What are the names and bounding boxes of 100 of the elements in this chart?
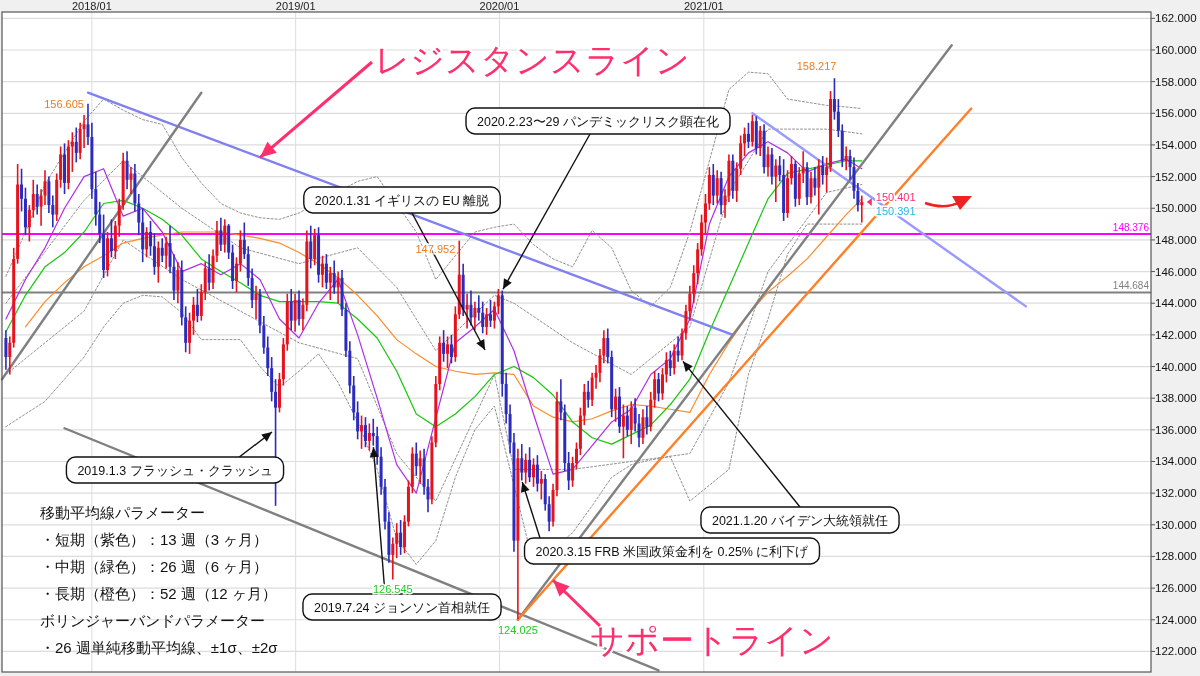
candlestick — [277, 372, 281, 414]
candlestick — [860, 194, 864, 224]
candlestick — [571, 455, 575, 488]
annotation: 2019.7.24 ジョンソン首相就任 — [313, 600, 491, 615]
candlestick — [489, 299, 493, 328]
candlestick — [492, 300, 496, 330]
candlestick — [614, 387, 618, 423]
candlestick — [188, 311, 192, 355]
candlestick — [207, 253, 211, 292]
candlestick — [770, 147, 774, 186]
candlestick — [715, 169, 719, 205]
candlestick — [449, 334, 453, 365]
candlestick — [192, 296, 195, 336]
y-tick-label: 134.000 — [1155, 455, 1197, 468]
annotation: 2020.2.23〜29 パンデミックリスク顕在化 — [477, 114, 719, 129]
x-tick-label: 2019/01 — [275, 0, 316, 12]
candlestick — [524, 452, 528, 485]
y-tick-label: 128.000 — [1155, 550, 1197, 563]
candlestick — [832, 77, 836, 121]
candlestick — [4, 329, 8, 371]
candlestick — [82, 114, 86, 149]
y-tick-label: 150.000 — [1155, 202, 1197, 215]
candlestick — [399, 519, 403, 556]
y-tick-label: 162.000 — [1155, 12, 1197, 25]
candlestick — [309, 224, 313, 270]
candlestick — [528, 446, 532, 483]
annotation: ・中期（緑色）：26 週（6 ヶ月） — [40, 558, 269, 575]
y-tick-label: 152.000 — [1155, 170, 1197, 183]
y-tick-label: 124.000 — [1155, 613, 1197, 626]
candlestick — [106, 231, 110, 278]
annotation: サポートライン — [590, 621, 834, 659]
y-tick-label: 148.000 — [1155, 233, 1197, 246]
y-tick-label: 144.000 — [1155, 297, 1197, 310]
candlestick — [539, 470, 543, 501]
candlestick — [109, 218, 113, 259]
candlestick — [328, 266, 332, 301]
candlestick — [825, 156, 829, 194]
y-tick-label: 158.000 — [1155, 75, 1197, 88]
candlestick — [238, 229, 242, 273]
candlestick — [465, 292, 469, 330]
annotation: レジスタンスライン — [375, 41, 690, 79]
candlestick — [74, 126, 78, 164]
candlestick — [672, 343, 676, 376]
candlestick — [520, 443, 524, 482]
candlestick — [164, 235, 168, 270]
candlestick — [660, 367, 664, 401]
candlestick — [586, 379, 590, 409]
y-tick-label: 136.000 — [1155, 423, 1197, 436]
candlestick — [711, 163, 715, 206]
candlestick — [442, 329, 446, 363]
candlestick — [324, 253, 328, 290]
y-tick-label: 160.000 — [1155, 43, 1197, 56]
candlestick — [360, 414, 364, 450]
candlestick — [473, 300, 477, 331]
candlestick — [817, 158, 821, 216]
candlestick — [703, 193, 707, 236]
y-tick-label: 122.000 — [1155, 645, 1197, 658]
annotation: 2019.1.3 フラッシュ・クラッシュ — [77, 463, 273, 478]
annotation: 158.217 — [796, 60, 837, 73]
candlestick — [496, 288, 500, 316]
y-tick-label: 146.000 — [1155, 265, 1197, 278]
ref-line-label: 144.684 — [1112, 280, 1150, 292]
line-series — [5, 128, 863, 375]
x-tick-label: 2020/01 — [479, 0, 520, 12]
candlestick — [664, 351, 668, 384]
candlestick — [746, 121, 750, 149]
annotation: 124.025 — [497, 624, 538, 637]
annotation: ・26 週単純移動平均線、±1σ、±2σ — [40, 639, 279, 656]
candlestick — [234, 256, 238, 293]
candlestick — [70, 131, 74, 173]
annotation: 移動平均線パラメーター — [40, 504, 205, 521]
x-tick-label: 2021/01 — [683, 0, 724, 12]
candlestick — [125, 150, 129, 191]
candlestick — [774, 158, 778, 203]
candlestick — [332, 259, 336, 295]
annotation: ボリンジャーバンドパラメーター — [40, 612, 265, 629]
y-tick-label: 138.000 — [1155, 392, 1197, 405]
y-tick-label: 132.000 — [1155, 487, 1197, 500]
candlestick — [575, 441, 578, 471]
candlestick — [47, 175, 51, 214]
candlestick — [336, 270, 340, 305]
candlestick — [485, 307, 489, 336]
y-tick-label: 130.000 — [1155, 518, 1197, 531]
candlestick — [293, 292, 297, 333]
candlestick — [532, 457, 536, 488]
candlestick — [657, 372, 661, 403]
candlestick — [582, 383, 586, 426]
candlestick — [446, 335, 450, 369]
candlestick — [223, 218, 227, 254]
candlestick — [289, 288, 293, 331]
candlestick — [160, 237, 164, 263]
candlestick — [758, 125, 762, 157]
x-tick-label: 2018/01 — [72, 0, 112, 12]
candlestick — [195, 288, 199, 324]
candlestick — [313, 228, 317, 267]
candlestick — [629, 400, 633, 445]
candlestick — [35, 183, 39, 216]
candlestick — [789, 155, 793, 186]
candlestick — [320, 254, 324, 289]
annotation: ・長期（橙色）：52 週（12 ヶ月） — [40, 585, 277, 602]
